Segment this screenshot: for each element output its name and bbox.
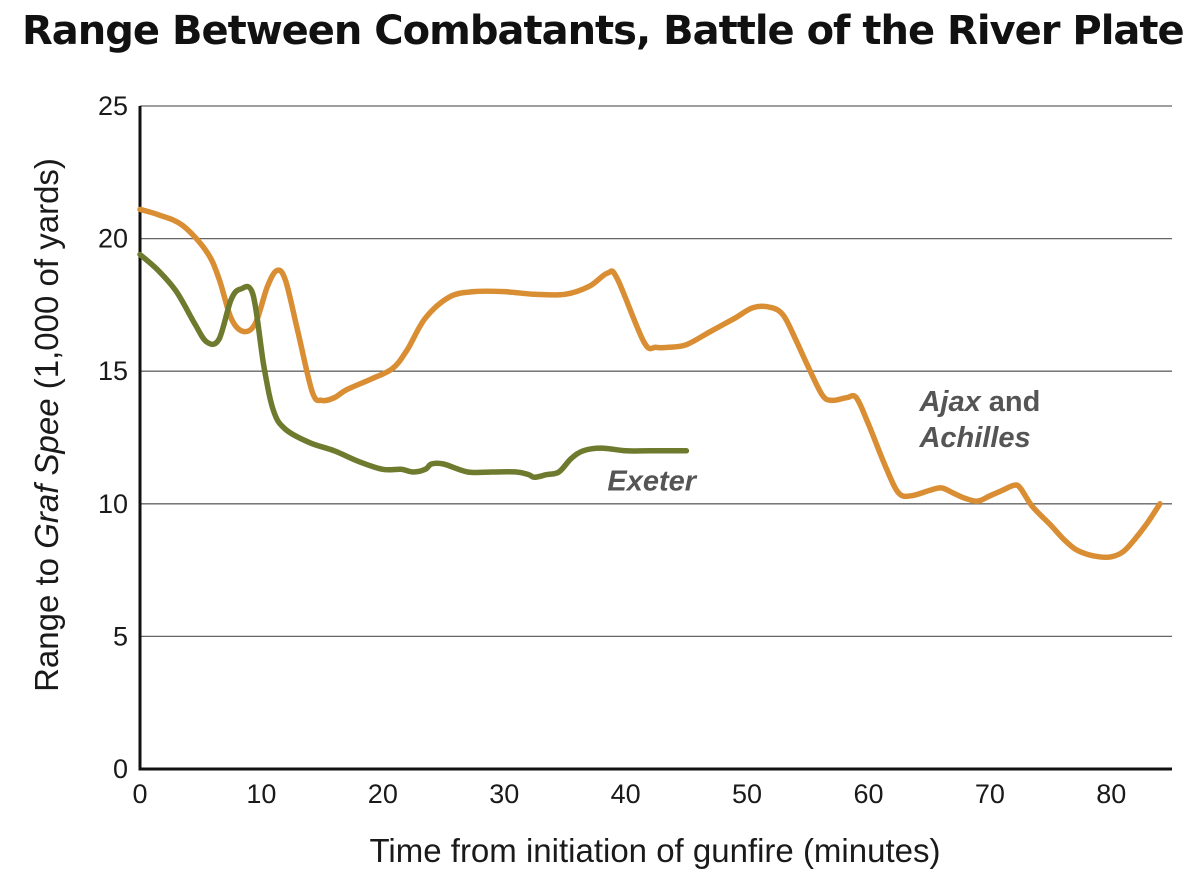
y-tick-label: 0 — [113, 754, 128, 784]
series-label-part: Achilles — [918, 422, 1030, 454]
x-tick-label: 50 — [732, 779, 762, 809]
y-tick-label: 25 — [98, 91, 128, 121]
x-tick-label: 40 — [611, 779, 641, 809]
x-tick-label: 60 — [853, 779, 883, 809]
series-line-exeter — [137, 251, 690, 481]
y-axis-title-suffix: (1,000 of yards) — [28, 158, 65, 398]
y-axis-title-prefix: Range to — [28, 549, 65, 692]
x-tick-label: 80 — [1096, 779, 1126, 809]
y-tick-label: 5 — [113, 621, 128, 651]
y-axis-title: Range to Graf Spee (1,000 of yards) — [28, 158, 65, 692]
y-tick-label: 15 — [98, 356, 128, 386]
series-label-part: Exeter — [607, 466, 697, 498]
axes — [138, 106, 1172, 771]
series-label-exeter: Exeter — [607, 466, 697, 498]
series-label-part: Ajax — [918, 386, 982, 418]
y-tick-label: 20 — [98, 224, 128, 254]
x-tick-label: 0 — [132, 779, 147, 809]
chart-title: Range Between Combatants, Battle of the … — [22, 8, 1185, 54]
y-axis-title-italic: Graf Spee — [28, 398, 65, 548]
x-tick-label: 30 — [489, 779, 519, 809]
series-label-ajax-achilles: Achilles — [918, 422, 1030, 454]
series-label-part: and — [981, 386, 1041, 418]
series-line-ajax-achilles — [137, 206, 1163, 561]
x-tick-label: 20 — [368, 779, 398, 809]
series-label-ajax-achilles: Ajax and — [918, 386, 1040, 418]
x-tick-label: 70 — [975, 779, 1005, 809]
tick-labels: 0 5 10 15 20 25 0 10 20 30 40 50 60 70 80 — [98, 91, 1126, 809]
y-tick-label: 10 — [98, 489, 128, 519]
gridlines — [140, 105, 1172, 638]
series-labels: Exeter Ajax and Achilles — [607, 386, 1040, 498]
x-axis-title: Time from initiation of gunfire (minutes… — [370, 832, 941, 869]
data-series — [137, 206, 1163, 561]
x-tick-label: 10 — [246, 779, 276, 809]
